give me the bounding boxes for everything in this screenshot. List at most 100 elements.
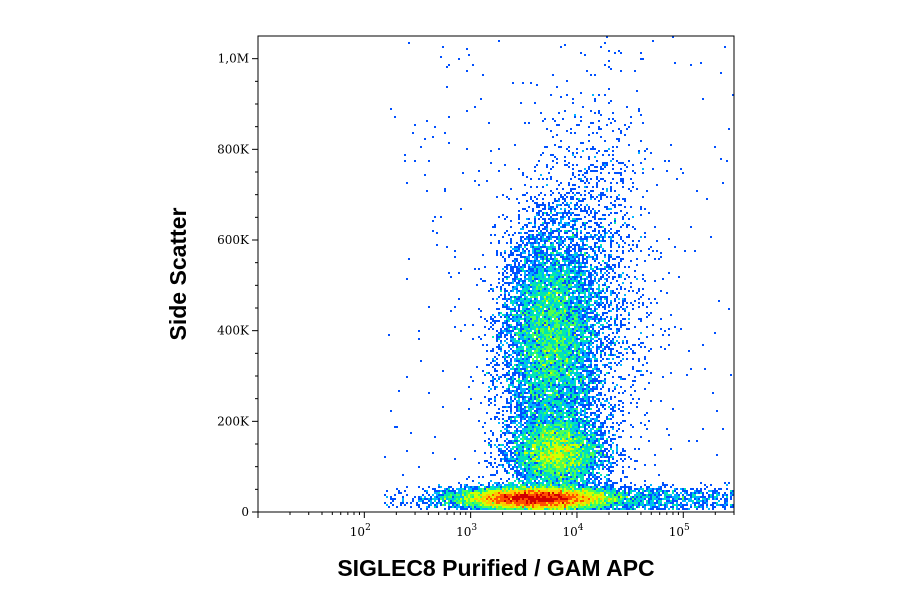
data-point <box>590 236 592 238</box>
data-point <box>588 344 590 346</box>
data-point <box>594 272 596 274</box>
data-point <box>580 142 582 144</box>
data-point <box>514 248 516 250</box>
data-point <box>594 412 596 414</box>
data-point <box>574 214 576 216</box>
data-point <box>604 404 606 406</box>
data-point <box>580 334 582 336</box>
data-point <box>534 360 536 362</box>
data-point <box>538 254 540 256</box>
data-point <box>442 370 444 372</box>
data-point <box>596 308 598 310</box>
data-point <box>564 344 566 346</box>
data-point <box>584 284 586 286</box>
data-point <box>542 270 544 272</box>
data-point <box>630 348 632 350</box>
data-point <box>512 344 514 346</box>
data-point <box>506 328 508 330</box>
data-point <box>404 154 406 156</box>
data-point <box>534 322 536 324</box>
data-point <box>514 258 516 260</box>
data-point <box>516 274 518 276</box>
data-point <box>532 256 534 258</box>
data-point <box>590 390 592 392</box>
data-point <box>586 278 588 280</box>
data-point <box>546 388 548 390</box>
data-point <box>542 312 544 314</box>
data-point <box>550 374 552 376</box>
data-point <box>536 256 538 258</box>
data-point <box>594 294 596 296</box>
data-point <box>492 288 494 290</box>
data-point <box>544 368 546 370</box>
data-point <box>582 378 584 380</box>
data-point <box>540 380 542 382</box>
data-point <box>542 308 544 310</box>
data-point <box>554 236 556 238</box>
data-point <box>594 396 596 398</box>
data-point <box>600 194 602 196</box>
data-point <box>602 296 604 298</box>
data-point <box>588 274 590 276</box>
data-point <box>532 248 534 250</box>
data-point <box>578 280 580 282</box>
data-point <box>554 336 556 338</box>
data-point <box>490 380 492 382</box>
data-point <box>584 324 586 326</box>
data-point <box>584 266 586 268</box>
data-point <box>574 270 576 272</box>
data-point <box>556 396 558 398</box>
data-point <box>522 376 524 378</box>
data-point <box>604 378 606 380</box>
data-point <box>504 358 506 360</box>
data-point <box>642 304 644 306</box>
data-point <box>570 302 572 304</box>
data-point <box>572 276 574 278</box>
data-point <box>556 362 558 364</box>
data-point <box>536 248 538 250</box>
data-point <box>510 274 512 276</box>
data-point <box>582 270 584 272</box>
data-point <box>576 326 578 328</box>
data-point <box>644 356 646 358</box>
data-point <box>516 314 518 316</box>
data-point <box>580 352 582 354</box>
data-point <box>612 332 614 334</box>
data-point <box>516 198 518 200</box>
data-point <box>554 372 556 374</box>
data-point <box>598 392 600 394</box>
data-point <box>598 294 600 296</box>
data-point <box>518 410 520 412</box>
data-point <box>544 256 546 258</box>
data-point <box>502 368 504 370</box>
data-point <box>546 246 548 248</box>
data-point <box>574 274 576 276</box>
data-point <box>598 224 600 226</box>
data-point <box>600 392 602 394</box>
data-point <box>570 190 572 192</box>
data-point <box>564 208 566 210</box>
data-point <box>590 266 592 268</box>
data-point <box>588 386 590 388</box>
data-point <box>602 194 604 196</box>
data-point <box>538 268 540 270</box>
data-point <box>552 352 554 354</box>
data-point <box>572 358 574 360</box>
data-point <box>506 334 508 336</box>
data-point <box>568 374 570 376</box>
data-point <box>574 218 576 220</box>
data-point <box>610 398 612 400</box>
data-point <box>530 266 532 268</box>
data-point <box>570 214 572 216</box>
data-point <box>538 320 540 322</box>
data-point <box>546 268 548 270</box>
data-point <box>544 296 546 298</box>
data-point <box>504 258 506 260</box>
data-point <box>622 224 624 226</box>
data-point <box>530 382 532 384</box>
data-point <box>628 312 630 314</box>
data-point <box>606 280 608 282</box>
data-point <box>540 262 542 264</box>
data-point <box>510 326 512 328</box>
data-point <box>512 378 514 380</box>
